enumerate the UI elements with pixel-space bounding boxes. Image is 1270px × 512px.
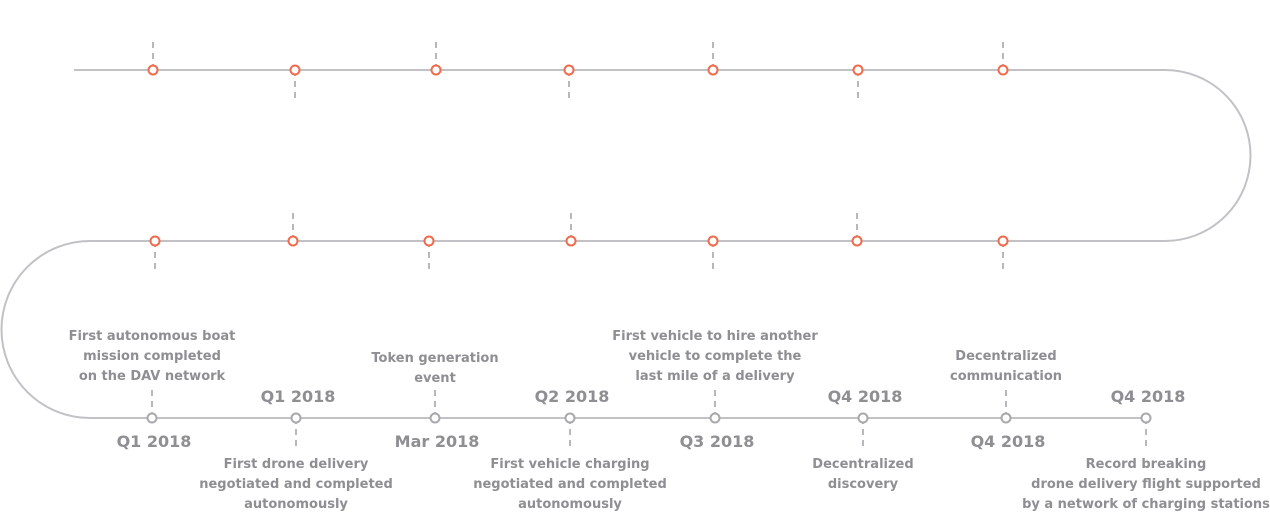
- milestone-description-line: Record breaking: [1086, 457, 1207, 472]
- milestone-marker: [1000, 412, 1012, 424]
- milestone-description: First autonomous boat mission completed on…: [69, 329, 236, 384]
- milestone-description-line: event: [414, 371, 456, 386]
- milestone-description-line: autonomously: [244, 497, 348, 512]
- milestone-description-line: Decentralized: [955, 349, 1056, 364]
- milestone-description-line: First autonomous boat: [69, 329, 236, 344]
- milestone-date: Q4 2018: [971, 432, 1046, 451]
- milestone-marker: [429, 412, 441, 424]
- milestone-marker: [290, 412, 302, 424]
- milestone-marker: [146, 412, 158, 424]
- milestone-marker: [857, 412, 869, 424]
- milestone-date: Q1 2018: [117, 432, 192, 451]
- milestone-description: Record breaking drone delivery flight sup…: [1022, 457, 1270, 512]
- milestone-description-line: communication: [950, 369, 1062, 384]
- milestone-description: First drone delivery negotiated and compl…: [199, 457, 393, 512]
- milestone-date: Q3 2018: [680, 432, 755, 451]
- milestone-marker: [289, 64, 301, 76]
- milestone-date: Q4 2018: [828, 387, 903, 406]
- milestone-markers: [146, 64, 1152, 424]
- milestone-description-line: First vehicle charging: [490, 457, 649, 472]
- milestone-description-line: negotiated and completed: [199, 477, 393, 492]
- timeline-track: [0, 69, 1252, 419]
- milestone-description: Decentralized communication: [950, 349, 1062, 384]
- milestone-marker: [852, 64, 864, 76]
- milestone-marker: [997, 64, 1009, 76]
- milestone-marker: [430, 64, 442, 76]
- milestone-description-line: discovery: [828, 477, 899, 492]
- milestone-labels: Q1 2018 First autonomous boat mission comp…: [69, 329, 1270, 512]
- milestone-marker: [565, 235, 577, 247]
- milestone-description-line: on the DAV network: [79, 369, 226, 384]
- milestone-description: First vehicle to hire another vehicle to …: [612, 329, 818, 384]
- milestone-description-line: Decentralized: [812, 457, 913, 472]
- milestone-date: Q4 2018: [1111, 387, 1186, 406]
- milestone-marker: [851, 235, 863, 247]
- milestone-description-line: vehicle to complete the: [629, 349, 802, 364]
- milestone-marker: [997, 235, 1009, 247]
- milestone-description-line: by a network of charging stations: [1022, 497, 1270, 512]
- milestone-description: Decentralized discovery: [812, 457, 913, 492]
- milestone-date: Mar 2018: [395, 432, 480, 451]
- milestone-description: Token generation event: [371, 351, 498, 386]
- milestone-date: Q2 2018: [535, 387, 610, 406]
- milestone-marker: [287, 235, 299, 247]
- milestone-description-line: last mile of a delivery: [635, 369, 795, 384]
- milestone-description-line: First vehicle to hire another: [612, 329, 818, 344]
- milestone-description-line: First drone delivery: [224, 457, 369, 472]
- milestone-description-line: negotiated and completed: [473, 477, 667, 492]
- milestone-marker: [147, 64, 159, 76]
- milestone-marker: [563, 64, 575, 76]
- milestone-marker: [707, 235, 719, 247]
- milestone-marker: [709, 412, 721, 424]
- milestone-marker: [564, 412, 576, 424]
- milestone-marker: [1140, 412, 1152, 424]
- milestone-description-line: mission completed: [83, 349, 221, 364]
- milestone-description: First vehicle charging negotiated and com…: [473, 457, 667, 512]
- milestone-description-line: autonomously: [518, 497, 622, 512]
- milestone-date: Q1 2018: [261, 387, 336, 406]
- milestone-description-line: Token generation: [371, 351, 498, 366]
- milestone-marker: [707, 64, 719, 76]
- milestone-description-line: drone delivery flight supported: [1031, 477, 1261, 492]
- milestone-marker: [423, 235, 435, 247]
- milestone-marker: [149, 235, 161, 247]
